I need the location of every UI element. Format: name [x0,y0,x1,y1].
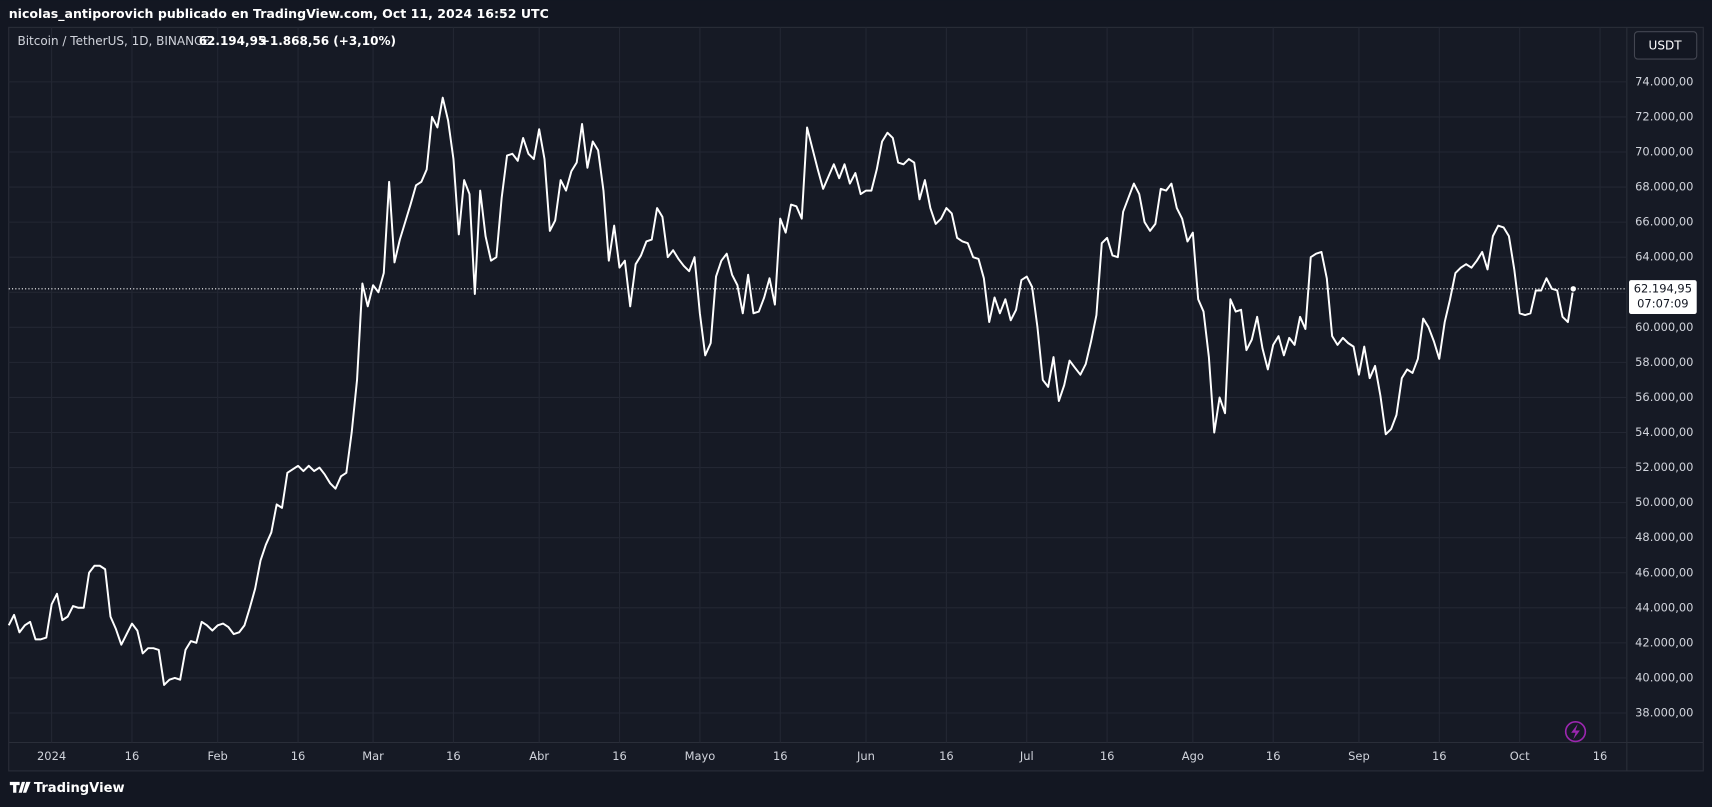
grid [8,27,1627,743]
x-tick-label: 16 [125,749,140,763]
symbol: Bitcoin / TetherUS, 1D, BINANCE [17,34,210,48]
x-tick-label: Sep [1348,749,1370,763]
chart-frame [8,26,1704,772]
x-tick-label: 16 [1593,749,1608,763]
x-tick-label: 2024 [37,749,66,763]
y-tick-label: 54.000,00 [1635,425,1693,439]
legend-price: 62.194,95 [199,34,267,48]
x-tick-label: 16 [291,749,306,763]
x-tick-label: Abr [529,749,549,763]
y-tick-label: 66.000,00 [1635,215,1693,229]
y-tick-label: 60.000,00 [1635,320,1693,334]
y-tick-label: 38.000,00 [1635,706,1693,720]
y-tick-label: 46.000,00 [1635,565,1693,579]
last-point [1569,285,1578,293]
x-tick-label: Mayo [685,749,716,763]
x-tick-label: 16 [1266,749,1281,763]
x-tick-label: 16 [939,749,954,763]
brand: TradingView [34,781,125,796]
x-tick-label: Ago [1182,749,1204,763]
y-tick-label: 70.000,00 [1635,145,1693,159]
y-tick-label: 68.000,00 [1635,180,1693,194]
alert-icon[interactable] [1564,720,1587,743]
price-line [7,96,1575,686]
x-tick-label: 16 [446,749,461,763]
y-tick-label: 64.000,00 [1635,250,1693,264]
y-tick-label: 74.000,00 [1635,74,1693,88]
x-tick-label: 16 [612,749,627,763]
lightning [1571,723,1580,740]
x-tick-label: Feb [208,749,228,763]
x-tick-label: Jun [856,749,875,763]
x-tick-label: 16 [773,749,788,763]
y-tick-label: 40.000,00 [1635,670,1693,684]
y-tick-label: 42.000,00 [1635,635,1693,649]
x-tick-label: Jul [1019,749,1034,763]
countdown: 07:07:09 [1637,297,1688,311]
y-tick-label: 56.000,00 [1635,390,1693,404]
y-tick-label: 44.000,00 [1635,600,1693,614]
y-tick-label: 52.000,00 [1635,460,1693,474]
x-tick-label: Oct [1510,749,1530,763]
x-tick-label: Mar [362,749,384,763]
y-tick-label: 72.000,00 [1635,109,1693,123]
x-tick-label: 16 [1100,749,1115,763]
currency-button[interactable] [1633,31,1698,60]
y-tick-label: 58.000,00 [1635,355,1693,369]
currency-label[interactable]: USDT [1649,38,1683,52]
y-tick-label: 48.000,00 [1635,530,1693,544]
price-label: 62.194,95 [1634,281,1692,295]
legend-change: +1.868,56 (+3,10%) [260,34,396,48]
plot [7,96,1627,686]
y-tick-label: 50.000,00 [1635,495,1693,509]
price-label-box [1629,280,1697,314]
x-tick-label: 16 [1432,749,1447,763]
header: nicolas_antiporovich publicado en Tradin… [9,6,549,22]
